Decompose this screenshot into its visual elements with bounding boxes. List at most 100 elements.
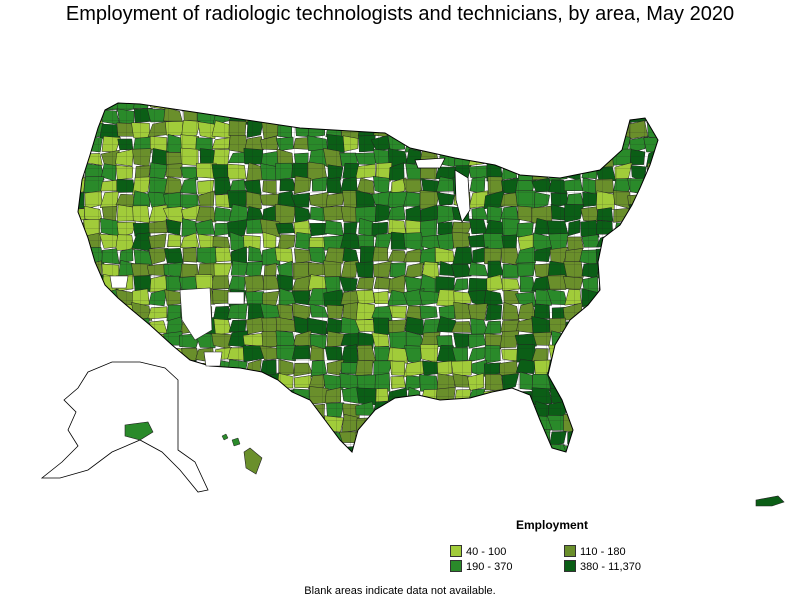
map-area <box>469 414 488 432</box>
map-area <box>180 432 201 444</box>
map-area <box>661 134 675 152</box>
map-area <box>247 374 264 390</box>
map-area <box>579 373 599 392</box>
map-area <box>211 417 231 433</box>
map-area <box>229 387 246 406</box>
map-area <box>212 103 232 111</box>
map-area <box>548 148 569 165</box>
map-area <box>611 414 633 432</box>
map-area <box>274 403 296 418</box>
map-area <box>454 136 473 153</box>
legend-label: 110 - 180 <box>580 546 626 558</box>
map-area <box>660 387 680 404</box>
map-area <box>101 305 117 318</box>
map-area <box>598 445 615 452</box>
legend-item-380-11370: 380 - 11,370 <box>564 560 641 575</box>
map-area <box>263 388 277 402</box>
map-area <box>628 263 645 277</box>
map-area <box>453 458 472 473</box>
map-area <box>516 135 535 154</box>
map-area <box>259 416 280 433</box>
map-area <box>499 389 519 402</box>
map-area <box>598 305 616 320</box>
map-area <box>581 106 600 125</box>
map-area <box>438 417 456 431</box>
map-area <box>645 413 658 432</box>
map-area <box>661 191 679 208</box>
map-area <box>421 137 441 153</box>
map-area <box>263 400 281 419</box>
map-area <box>486 456 501 475</box>
map-area <box>116 346 136 364</box>
map-area <box>662 291 680 306</box>
map-area <box>646 343 658 364</box>
map-area <box>323 103 344 111</box>
map-area <box>612 290 632 306</box>
map-area <box>78 343 88 360</box>
map-area <box>403 417 424 432</box>
map-area <box>627 289 645 307</box>
map-area <box>661 149 680 167</box>
map-area <box>387 433 407 445</box>
map-area <box>645 428 658 444</box>
map-area <box>99 316 119 335</box>
map-area <box>470 123 487 140</box>
map-area <box>324 442 343 452</box>
map-area <box>78 289 88 306</box>
map-area <box>451 429 473 448</box>
map-area <box>563 136 583 150</box>
map-area <box>78 330 89 349</box>
map-area <box>533 103 553 111</box>
map-area <box>516 109 535 125</box>
map-area <box>467 106 485 124</box>
map-area <box>371 107 391 126</box>
map-area <box>643 399 658 420</box>
map-area <box>276 103 295 110</box>
map-area <box>277 446 296 452</box>
map-area <box>531 120 553 136</box>
map-area <box>613 246 633 263</box>
map-area <box>468 456 487 473</box>
map-area <box>579 318 599 332</box>
map-area <box>133 345 153 361</box>
map-area <box>596 387 617 404</box>
legend-label: 380 - 11,370 <box>580 561 641 573</box>
map-area <box>578 443 601 452</box>
map-area <box>258 432 277 446</box>
map-area <box>83 302 103 321</box>
map-area <box>579 148 600 165</box>
legend-label: 190 - 370 <box>466 561 513 573</box>
map-area <box>598 403 617 419</box>
map-area <box>162 103 185 109</box>
map-area <box>179 103 201 112</box>
map-area <box>259 106 280 124</box>
map-area <box>246 386 264 406</box>
map-area <box>440 457 452 475</box>
map-area <box>661 334 678 348</box>
map-area <box>515 404 537 420</box>
map-area <box>389 403 406 419</box>
map-area <box>647 193 658 207</box>
map-area <box>405 121 423 138</box>
map-area <box>78 162 85 181</box>
map-area <box>133 445 149 452</box>
map-area <box>309 459 327 473</box>
map-area <box>404 103 425 111</box>
map-area <box>78 151 88 167</box>
map-area <box>599 137 616 150</box>
map-area <box>583 401 598 418</box>
map-area <box>580 346 600 363</box>
map-area <box>356 457 375 474</box>
map-area <box>405 430 424 445</box>
map-area <box>436 103 456 112</box>
map-area <box>227 374 249 388</box>
map-area <box>179 415 197 431</box>
map-area <box>614 260 631 280</box>
map-area <box>628 358 649 378</box>
map-area <box>387 110 407 124</box>
map-area <box>195 399 216 420</box>
map-area <box>595 315 617 335</box>
map-area <box>597 288 615 306</box>
map-area <box>628 232 647 251</box>
map-area <box>548 456 567 475</box>
